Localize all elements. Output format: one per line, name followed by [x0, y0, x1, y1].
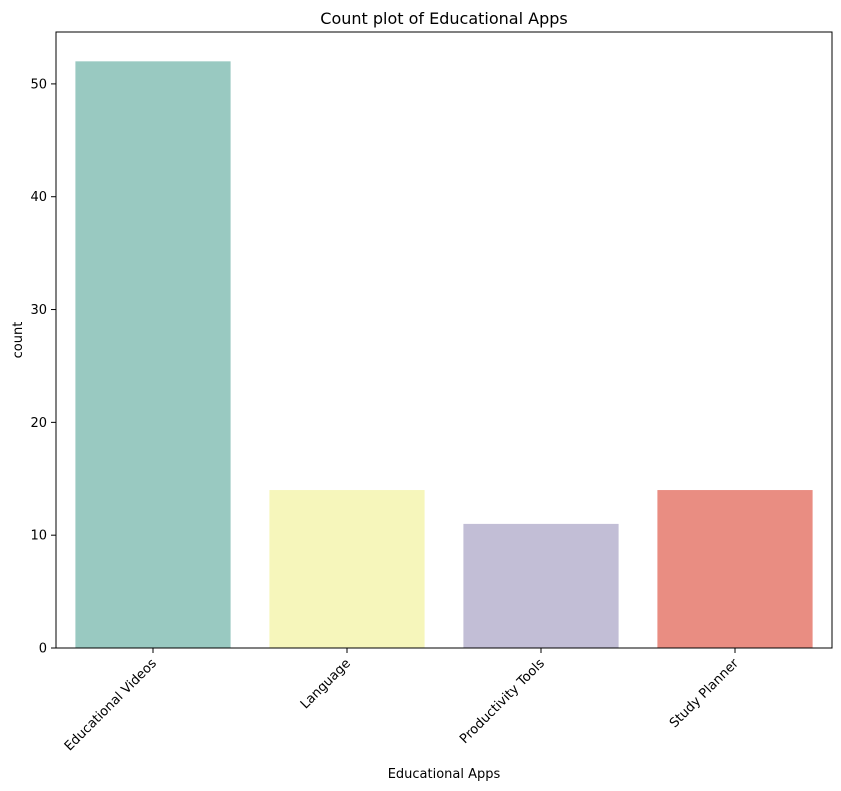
y-tick-label: 50: [30, 77, 47, 92]
x-axis-label: Educational Apps: [388, 767, 501, 782]
y-tick-label: 20: [30, 416, 47, 431]
x-tick-label: Educational Videos: [62, 656, 160, 754]
y-tick-label: 40: [30, 190, 47, 205]
chart-title: Count plot of Educational Apps: [320, 9, 567, 28]
y-tick-label: 30: [30, 303, 47, 318]
x-tick-label: Productivity Tools: [457, 656, 548, 747]
x-tick-label: Language: [298, 656, 354, 712]
y-axis-label: count: [11, 322, 26, 359]
bar-productivity-tools: [463, 523, 619, 648]
bar-educational-videos: [75, 61, 231, 649]
plot-frame: [55, 31, 833, 649]
bar-language: [269, 490, 425, 648]
y-tick-label: 10: [30, 529, 47, 544]
bar-study-planner: [657, 490, 813, 648]
x-tick-label: Study Planner: [667, 656, 742, 731]
y-tick-label: 0: [39, 642, 47, 657]
